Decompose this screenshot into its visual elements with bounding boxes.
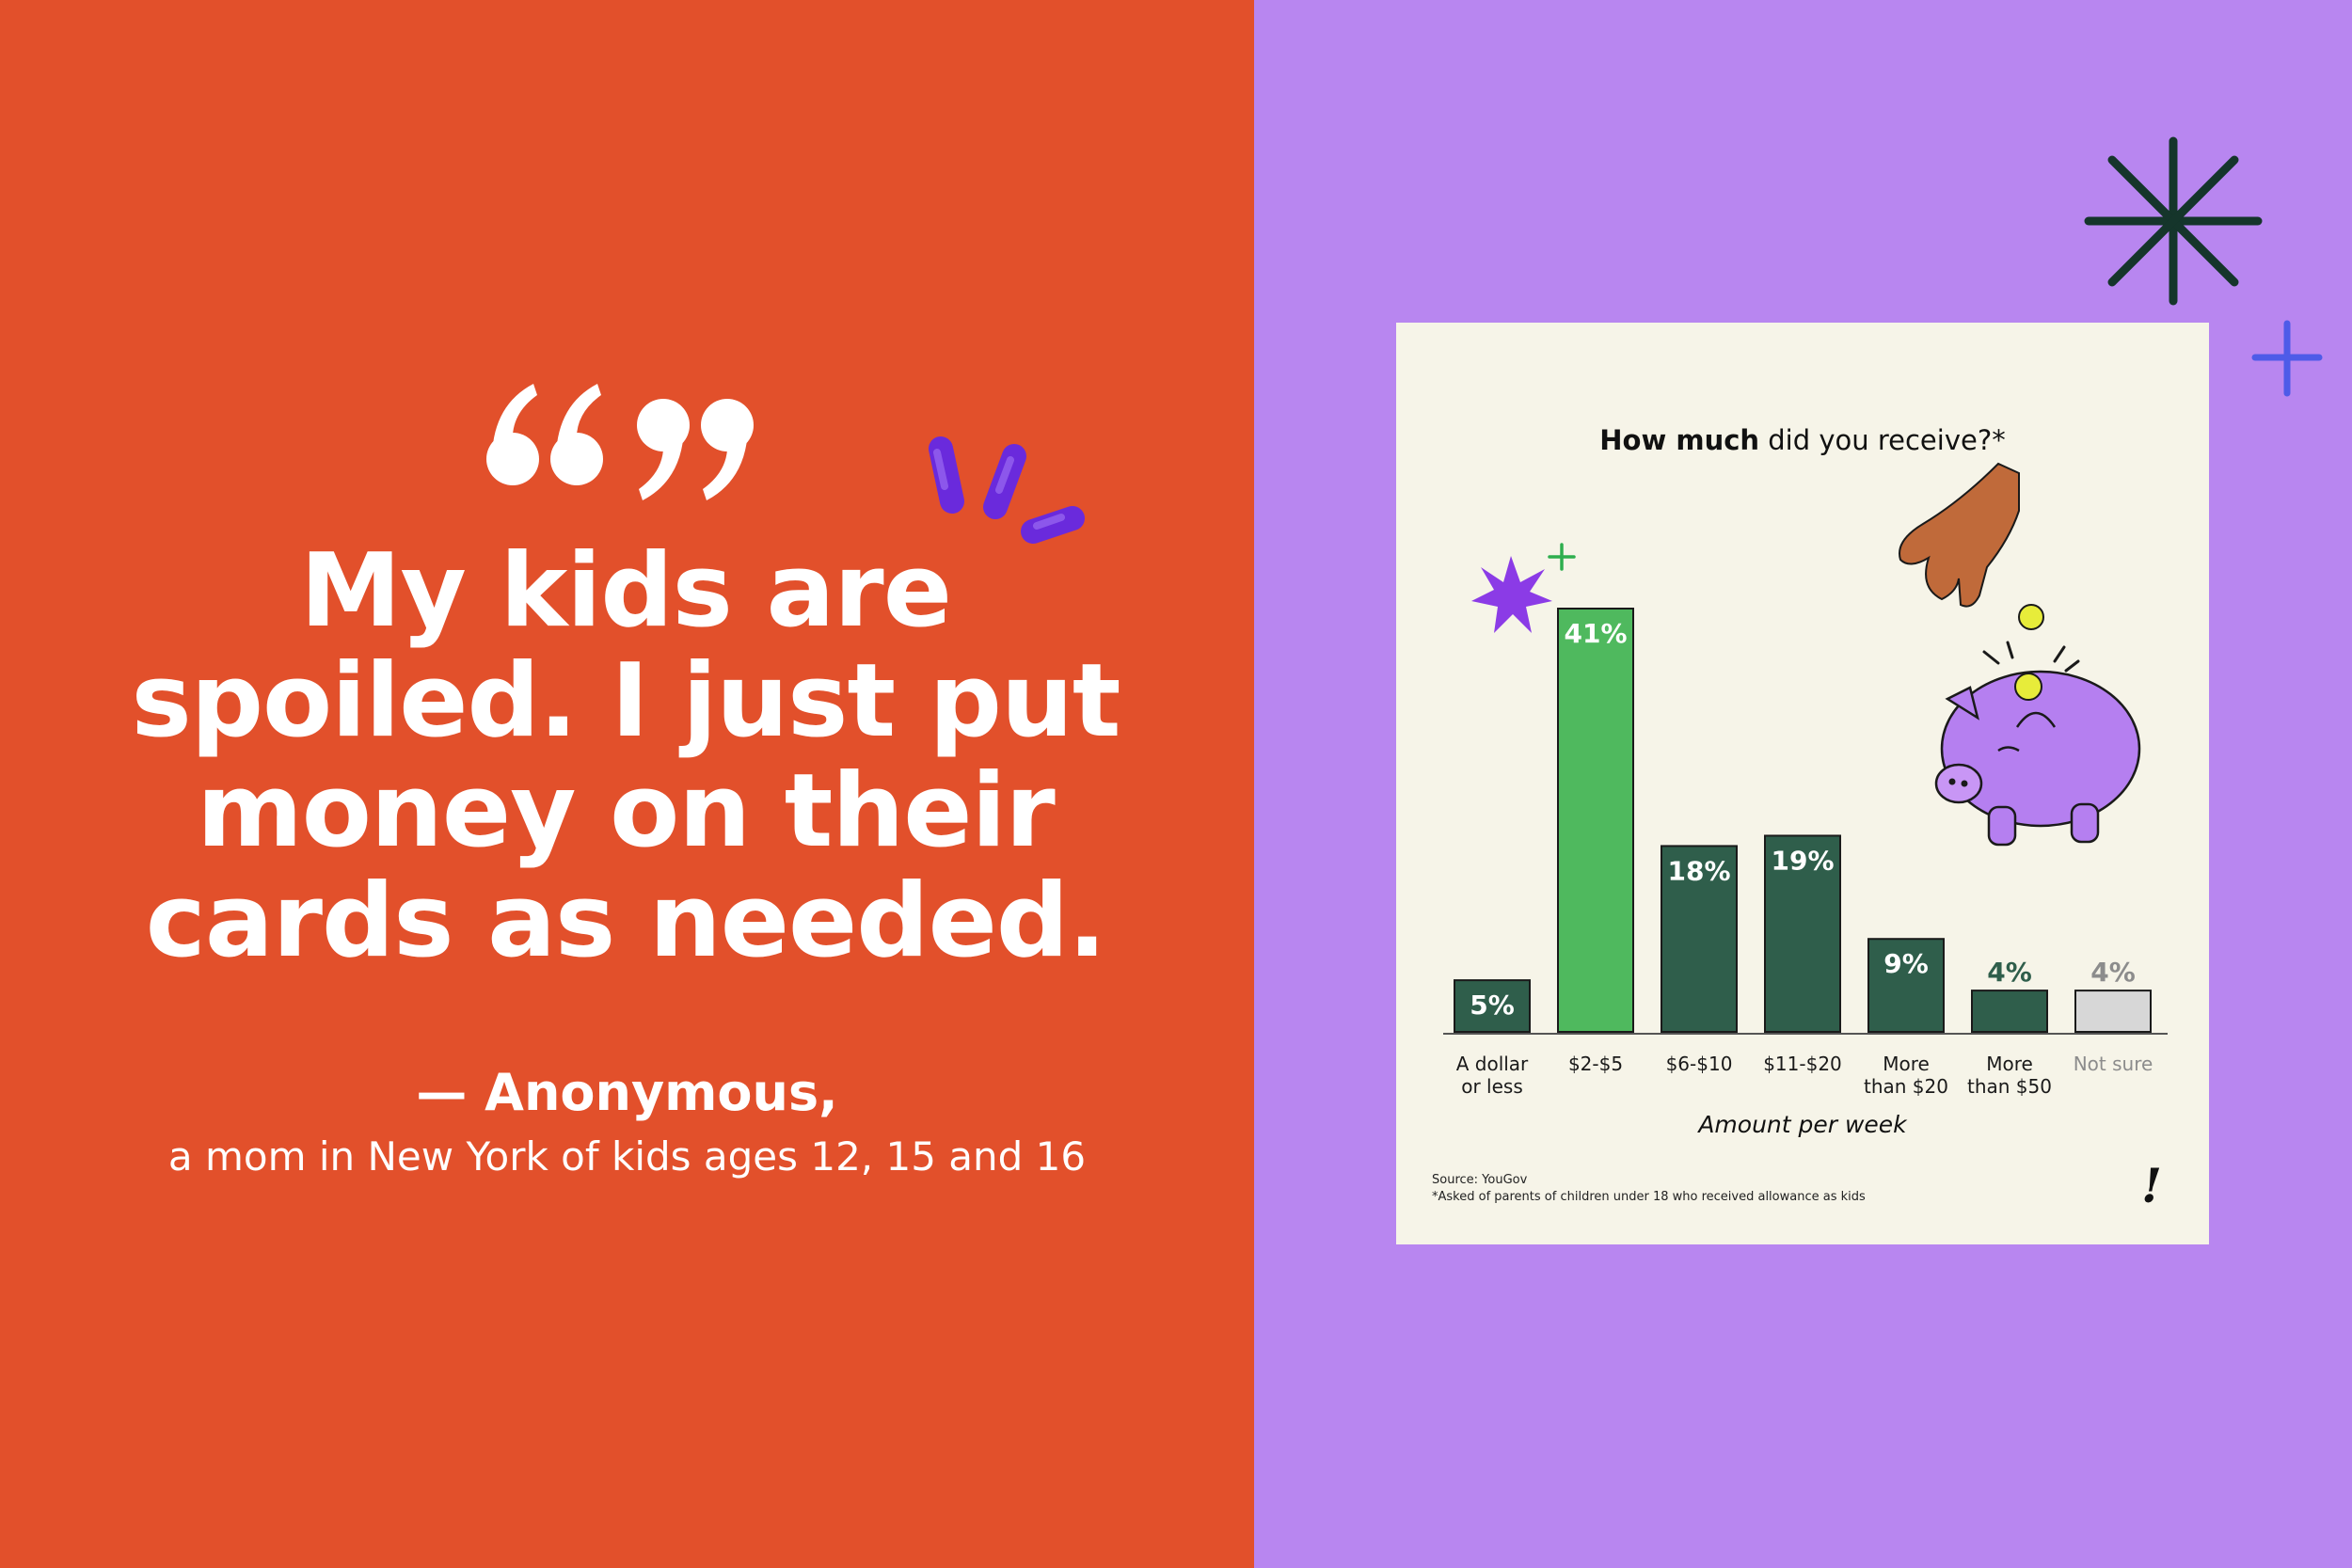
x-tick-label-line: $11-$20 [1763, 1053, 1842, 1075]
x-tick-label-line: More [1883, 1053, 1930, 1075]
piggy-bank-icon [1934, 670, 2141, 847]
attribution-description: a mom in New York of kids ages 12, 15 an… [167, 1133, 1087, 1180]
x-tick-label: More than $50 [1967, 1053, 2052, 1098]
x-tick-label: Not sure [2074, 1053, 2153, 1075]
x-tick-label-line: or less [1461, 1075, 1523, 1098]
bar-value-label: 41% [1564, 618, 1627, 649]
hand-coin-icon [1899, 462, 2044, 630]
sparkle-icon [2084, 136, 2263, 306]
bar [1557, 608, 1634, 1033]
x-tick-label-line: than $20 [1864, 1075, 1948, 1098]
quote-text: My kids are spoiled. I just put money on… [131, 532, 1120, 980]
bar-value-label: 19% [1771, 845, 1834, 876]
bar [1867, 938, 1945, 1033]
chart-footnote: *Asked of parents of children under 18 w… [1432, 1190, 1866, 1204]
bar-value-label: 9% [1883, 948, 1929, 979]
bar-value-label: 18% [1667, 855, 1730, 886]
bar [1454, 979, 1531, 1033]
x-tick-label-line: A dollar [1456, 1053, 1529, 1075]
small-plus-icon [1548, 543, 1576, 571]
star-sparkle-icon [1471, 556, 1552, 633]
sparkle-lines-icon [1982, 641, 2080, 673]
x-tick-label: More than $20 [1864, 1053, 1948, 1098]
x-axis-label: Amount per week [1698, 1111, 1907, 1138]
bar-value-label: 5% [1470, 990, 1515, 1021]
bar-value-label: 4% [1987, 957, 2032, 988]
chart-title: How much did you receive?* [1396, 424, 2209, 456]
x-tick-label-line: Not sure [2074, 1053, 2153, 1075]
x-tick-label: $6-$10 [1666, 1053, 1733, 1075]
x-tick-label: $2-$5 [1568, 1053, 1623, 1075]
bar [1661, 845, 1738, 1033]
bar [2074, 990, 2152, 1033]
x-tick-label-line: $6-$10 [1666, 1053, 1733, 1075]
x-tick-label-line: than $50 [1967, 1075, 2052, 1098]
chart-title-rest: did you receive?* [1759, 424, 2006, 456]
chart-card: 5% 41% 18% 19% 9% 4% 4% A dollar or less $2-$5 $6… [1396, 323, 2209, 1244]
pills-decoration-icon [929, 436, 1085, 544]
attribution-name: — Anonymous, [416, 1063, 838, 1122]
bar-value-label: 4% [2090, 957, 2136, 988]
chart-title-bold: How much [1599, 424, 1760, 456]
chart-source: Source: YouGov [1432, 1173, 1528, 1187]
bar [1764, 834, 1841, 1034]
bar [1971, 990, 2048, 1033]
bar-chart: 5% 41% 18% 19% 9% 4% 4% A dollar or less $2-$5 $6… [1443, 462, 2168, 1098]
x-tick-label: $11-$20 [1763, 1053, 1842, 1075]
x-tick-label-line: $2-$5 [1568, 1053, 1623, 1075]
brand-logo: ! [2141, 1158, 2162, 1213]
x-tick-label-line: More [1986, 1053, 2033, 1075]
quote-marks-icon [486, 384, 754, 500]
plus-sparkle-icon [2251, 320, 2323, 397]
x-tick-label: A dollar or less [1456, 1053, 1529, 1098]
quote-panel [0, 0, 1254, 1568]
